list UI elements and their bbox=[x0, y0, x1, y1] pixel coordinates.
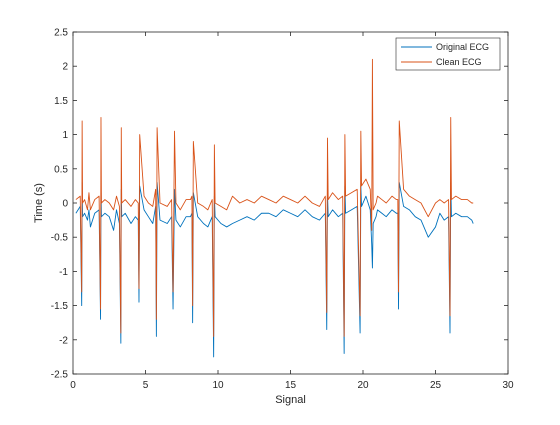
y-tick-label: -1.5 bbox=[51, 301, 69, 312]
legend-box bbox=[395, 37, 501, 71]
legend: Original ECG Clean ECG bbox=[395, 37, 501, 71]
x-tick-label: 30 bbox=[502, 380, 514, 391]
x-tick-label: 0 bbox=[70, 380, 76, 391]
y-tick-label: 1.5 bbox=[54, 96, 68, 107]
x-tick-label: 10 bbox=[212, 380, 224, 391]
y-ticks: -2.5 -2 -1.5 -1 -0.5 0 0.5 1 1.5 2 2.5 bbox=[51, 28, 508, 381]
y-tick-label: 0 bbox=[62, 199, 68, 210]
y-tick-label: 2 bbox=[62, 62, 68, 73]
y-tick-label: -1 bbox=[59, 267, 68, 278]
x-tick-label: 5 bbox=[143, 380, 149, 391]
x-tick-label: 25 bbox=[430, 380, 442, 391]
y-tick-label: -2 bbox=[59, 335, 68, 346]
x-axis-label: Signal bbox=[275, 394, 306, 406]
y-tick-label: 1 bbox=[62, 130, 68, 141]
series-line-clean-ecg bbox=[75, 58, 474, 337]
x-tick-label: 20 bbox=[357, 380, 369, 391]
y-tick-label: -0.5 bbox=[51, 233, 69, 244]
y-tick-label: 0.5 bbox=[54, 164, 68, 175]
legend-label-clean: Clean ECG bbox=[436, 57, 482, 67]
x-tick-label: 15 bbox=[285, 380, 297, 391]
y-tick-label: 2.5 bbox=[54, 28, 68, 39]
legend-label-original: Original ECG bbox=[436, 42, 489, 52]
y-axis-label: Time (s) bbox=[33, 183, 45, 223]
series-layer bbox=[75, 58, 474, 358]
y-tick-label: -2.5 bbox=[51, 370, 69, 381]
x-ticks: 0 5 10 15 20 25 30 bbox=[70, 32, 514, 391]
